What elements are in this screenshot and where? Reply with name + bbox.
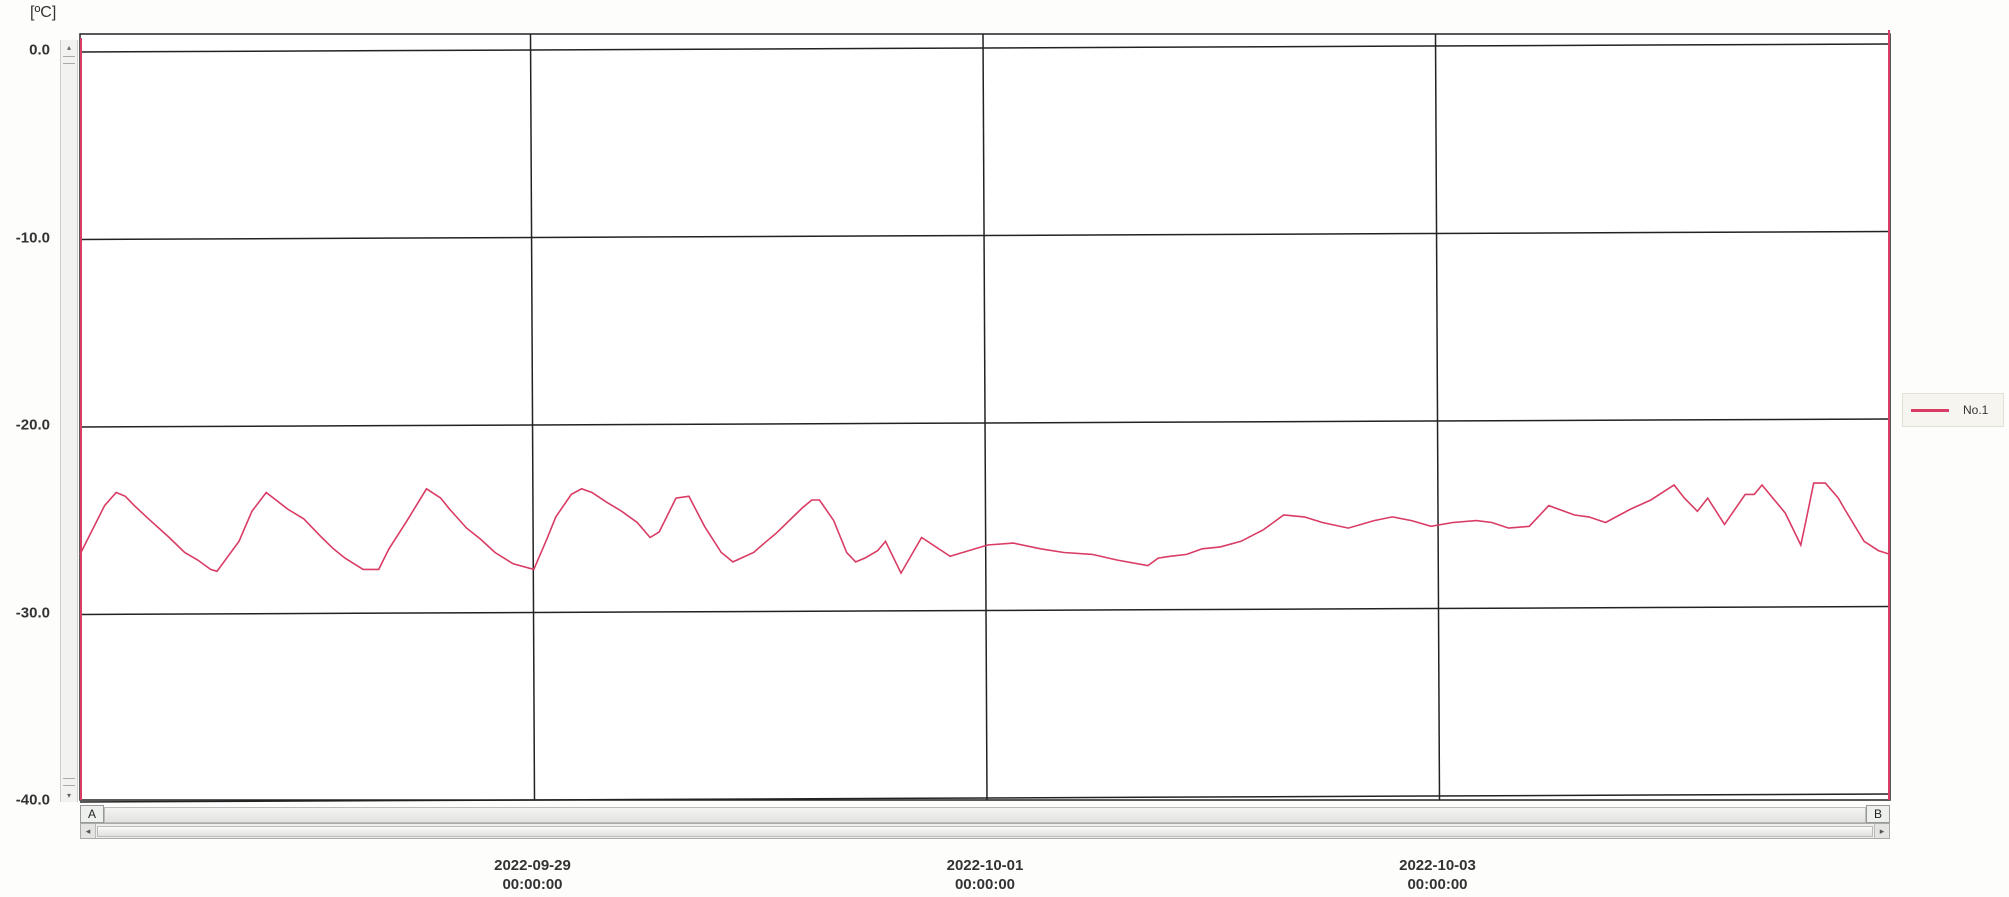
y-tick-label: 0.0 — [29, 41, 50, 59]
y-tick-label: -20.0 — [15, 416, 50, 434]
cursor-b-marker[interactable]: B — [1866, 805, 1890, 823]
x-tick-date: 2022-09-29 — [494, 857, 571, 874]
y-tick-label: -40.0 — [15, 791, 50, 809]
scroll-right-icon[interactable]: ▸ — [1874, 824, 1889, 838]
y-tick-label: -30.0 — [15, 604, 50, 621]
series-group — [79, 482, 1891, 575]
legend: No.1 — [1902, 393, 2004, 427]
x-tick-time: 00:00:00 — [502, 876, 563, 893]
v-grid-line — [1434, 33, 1441, 801]
grid-lines — [79, 30, 1891, 803]
cursor-track[interactable] — [104, 807, 1866, 823]
horizontal-scrollbar[interactable]: ◂ ▸ — [80, 823, 1890, 839]
h-grid-line — [79, 230, 1891, 241]
h-grid-line — [79, 605, 1891, 616]
vertical-scroll-grip-top[interactable] — [63, 56, 75, 64]
scroll-left-icon[interactable]: ◂ — [81, 824, 96, 838]
x-tick-time: 00:00:00 — [954, 876, 1016, 893]
x-tick-label: 2022-10-03 00:00:00 — [1358, 856, 1518, 894]
horizontal-scroll-thumb[interactable] — [97, 826, 1873, 837]
x-tick-label: 2022-09-29 00:00:00 — [453, 856, 613, 894]
h-grid-line — [79, 793, 1891, 803]
legend-label-no1: No.1 — [1963, 403, 1989, 417]
vertical-scroll-grip-bottom[interactable] — [63, 778, 75, 786]
x-tick-date: 2022-10-01 — [946, 857, 1024, 874]
legend-swatch-no1 — [1911, 408, 1949, 412]
vertical-scrollbar[interactable]: ▴ ▾ — [60, 40, 78, 802]
scroll-up-icon[interactable]: ▴ — [66, 42, 71, 52]
cursor-a-marker[interactable]: A — [80, 805, 104, 823]
x-tick-label: 2022-10-01 00:00:00 — [905, 856, 1065, 894]
v-grid-line — [982, 33, 988, 801]
v-grid-line — [529, 33, 536, 801]
y-axis-unit-label: [ºC] — [30, 4, 57, 21]
h-grid-line — [79, 43, 1891, 53]
x-tick-time: 00:00:00 — [1407, 876, 1468, 893]
scroll-down-icon[interactable]: ▾ — [66, 790, 71, 800]
x-tick-date: 2022-10-03 — [1399, 857, 1476, 874]
time-range-bar: A B ◂ ▸ — [80, 805, 1890, 839]
series-line-no1 — [79, 482, 1891, 575]
y-tick-label: -10.0 — [15, 229, 50, 246]
